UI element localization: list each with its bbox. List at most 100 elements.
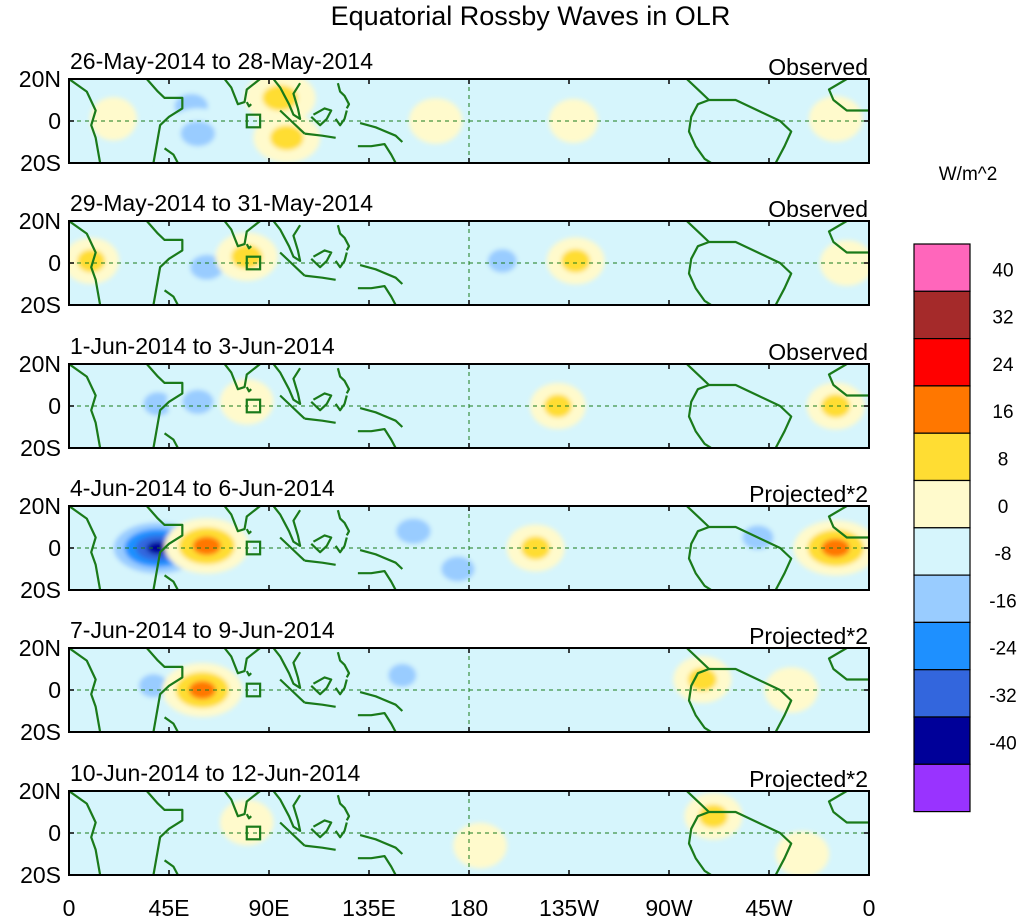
colorbar-tick-label: -8 — [995, 544, 1012, 565]
y-tick-label: 20N — [19, 778, 61, 804]
coastline — [223, 364, 261, 391]
colorbar-tick-label: -24 — [989, 639, 1017, 660]
olr-anomaly-contour — [482, 98, 532, 144]
panel-period-label: 26-May-2014 to 28-May-2014 — [70, 48, 373, 74]
coastline — [336, 82, 351, 109]
y-tick-label: 0 — [48, 535, 61, 561]
coastline — [163, 432, 179, 448]
coastline — [304, 559, 336, 566]
colorbar-swatch — [913, 621, 971, 671]
colorbar-swatch — [913, 527, 971, 576]
coastline — [686, 791, 712, 875]
panel-type-label: Projected*2 — [749, 623, 868, 649]
colorbar: W/m^2 40 32 24 16 8 0 -8 -16 -24 -32 -40 — [913, 164, 1017, 813]
olr-anomaly-contour — [821, 538, 850, 558]
coastline — [279, 251, 306, 277]
panel-3: 1-Jun-2014 to 3-Jun-2014 Observed 20N 0 20S — [19, 333, 870, 461]
coastline — [334, 537, 348, 554]
coastline — [686, 221, 712, 305]
y-tick-label: 20N — [19, 66, 61, 92]
panel-type-label: Projected*2 — [749, 481, 868, 507]
coastline — [686, 506, 712, 590]
coastline — [145, 648, 184, 732]
panel-4: 4-Jun-2014 to 6-Jun-2014 Projected*220N02… — [19, 475, 870, 603]
coastline — [359, 834, 404, 855]
coastline — [245, 670, 252, 677]
coastline — [145, 79, 184, 163]
coastline — [304, 274, 336, 281]
olr-anomaly-contour — [561, 249, 591, 273]
chart-title: Equatorial Rossby Waves in OLR — [330, 1, 731, 31]
colorbar-swatch — [913, 385, 971, 434]
coastline — [272, 364, 302, 406]
coastline — [827, 364, 869, 397]
coastline — [304, 844, 336, 851]
coastline — [163, 716, 179, 732]
y-tick-label: 20S — [20, 150, 61, 176]
y-tick-label: 20S — [20, 719, 61, 745]
coastline — [279, 394, 306, 420]
colorbar-swatch — [913, 763, 971, 813]
y-tick-label: 20S — [20, 862, 61, 888]
coastline — [272, 221, 302, 263]
colorbar-tick-label: 40 — [992, 260, 1013, 281]
x-tick-label: 135E — [342, 895, 396, 921]
coastline — [272, 791, 302, 833]
olr-anomaly-contour — [286, 516, 341, 563]
panel-map: 20N 0 20S — [19, 635, 870, 745]
coastline — [163, 289, 179, 305]
olr-anomaly-contour — [441, 556, 475, 582]
coastline — [357, 427, 397, 448]
coastline — [310, 819, 333, 839]
colorbar-tick-label: 8 — [998, 450, 1009, 471]
panel-period-label: 1-Jun-2014 to 3-Jun-2014 — [70, 333, 335, 359]
coastline — [709, 383, 793, 448]
coastline — [827, 506, 869, 539]
coastline — [69, 506, 102, 590]
coastline — [709, 240, 793, 305]
coastline — [686, 364, 712, 448]
olr-anomaly-contour — [396, 518, 431, 544]
olr-anomaly-contour — [775, 831, 830, 875]
coastline — [245, 528, 252, 535]
x-tick-label: 0 — [63, 895, 76, 921]
coastline — [357, 711, 397, 732]
coastline — [709, 667, 793, 732]
coastline — [359, 549, 404, 570]
coastline — [336, 651, 351, 678]
colorbar-tick-label: 0 — [998, 497, 1009, 518]
olr-anomaly-contour — [453, 822, 507, 869]
x-tick-label: 0 — [863, 895, 876, 921]
coastline — [223, 79, 261, 106]
olr-anomaly-contour — [687, 667, 717, 692]
colorbar-swatch — [913, 290, 971, 340]
olr-anomaly-contour — [344, 94, 394, 139]
coastline — [359, 264, 404, 285]
y-tick-label: 20N — [19, 493, 61, 519]
coastline — [279, 109, 306, 135]
coastline — [304, 701, 336, 708]
coastline — [310, 392, 333, 412]
coastline — [163, 859, 179, 875]
x-tick-label: 135W — [539, 895, 599, 921]
coastline — [336, 794, 351, 821]
olr-anomaly-contour — [821, 394, 851, 418]
coastline — [357, 569, 397, 590]
coastline — [310, 534, 333, 554]
colorbar-swatch — [913, 574, 971, 623]
panel-period-label: 10-Jun-2014 to 12-Jun-2014 — [70, 760, 360, 786]
coastline — [69, 364, 102, 448]
coastline — [245, 386, 252, 393]
coastline — [334, 395, 348, 412]
olr-anomaly-contour — [408, 98, 463, 144]
coastline — [334, 110, 348, 127]
colorbar-swatch — [913, 432, 971, 482]
coastline — [145, 506, 184, 590]
coastline — [334, 252, 348, 269]
coastline — [709, 525, 793, 590]
x-tick-label: 45E — [149, 895, 190, 921]
y-tick-label: 20S — [20, 435, 61, 461]
olr-anomaly-contour — [487, 249, 517, 273]
coastline — [223, 791, 261, 818]
